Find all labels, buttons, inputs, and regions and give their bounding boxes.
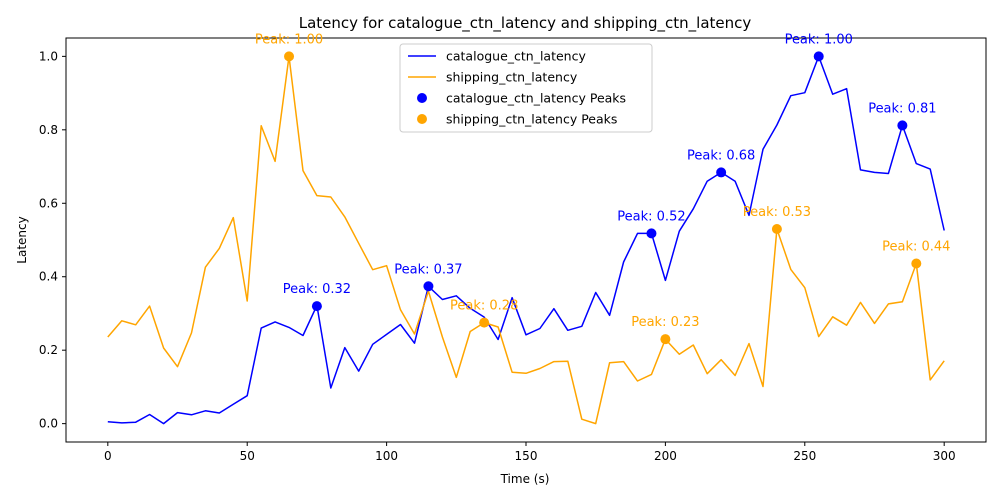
peak-label: Peak: 0.23: [631, 315, 699, 330]
peak-marker: [771, 223, 782, 234]
x-axis: 0 50 100 150 200 250 300: [104, 442, 956, 463]
peak-marker: [911, 258, 922, 269]
chart-title: Latency for catalogue_ctn_latency and sh…: [299, 14, 752, 33]
peak-marker: [897, 120, 908, 131]
peak-label: Peak: 0.53: [743, 205, 811, 220]
legend-entry-label: shipping_ctn_latency: [446, 70, 578, 85]
y-axis-label: Latency: [15, 216, 29, 263]
peak-label: Peak: 0.52: [617, 209, 685, 224]
peak-label: Peak: 0.44: [882, 240, 950, 255]
y-tick-label: 0.2: [39, 343, 58, 357]
x-tick-label: 300: [933, 449, 956, 463]
peak-marker: [423, 281, 434, 292]
peaks-layer: Peak: 0.32 Peak: 0.37 Peak: 0.52 Peak: 0.68…: [255, 32, 950, 345]
peak-marker: [479, 317, 490, 328]
peak-marker: [660, 334, 671, 345]
peak-label: Peak: 0.32: [283, 282, 351, 297]
y-tick-label: 0.6: [39, 196, 58, 210]
x-tick-label: 100: [375, 449, 398, 463]
peak-label: Peak: 0.81: [868, 101, 936, 116]
legend-entry-label: shipping_ctn_latency Peaks: [446, 112, 617, 127]
peak-label: Peak: 0.37: [394, 262, 462, 277]
x-axis-label: Time (s): [500, 472, 550, 486]
y-tick-label: 1.0: [39, 49, 58, 63]
legend-marker-swatch: [417, 93, 427, 103]
peak-label: Peak: 1.00: [255, 32, 323, 47]
peak-label: Peak: 0.68: [687, 148, 755, 163]
x-tick-label: 50: [240, 449, 255, 463]
x-tick-label: 150: [515, 449, 538, 463]
peak-label: Peak: 1.00: [785, 32, 853, 47]
y-tick-label: 0.4: [39, 270, 58, 284]
series-line-shipping-ctn-latency: [107, 55, 945, 425]
peak-label: Peak: 0.28: [450, 299, 518, 314]
peak-marker: [813, 51, 824, 62]
peak-marker: [646, 228, 657, 239]
series-line-catalogue-ctn-latency: [107, 55, 945, 425]
legend: catalogue_ctn_latency shipping_ctn_latenc…: [399, 43, 653, 133]
legend-entry-label: catalogue_ctn_latency Peaks: [446, 91, 626, 106]
peak-marker: [284, 51, 295, 62]
x-tick-label: 0: [104, 449, 112, 463]
peak-marker: [311, 301, 322, 312]
y-tick-label: 0.0: [39, 417, 58, 431]
peak-marker: [716, 167, 727, 178]
y-tick-label: 0.8: [39, 123, 58, 137]
legend-entry-label: catalogue_ctn_latency: [446, 49, 586, 64]
legend-box: [399, 43, 653, 133]
x-tick-label: 250: [793, 449, 816, 463]
series-layer: [107, 55, 945, 425]
x-tick-label: 200: [654, 449, 677, 463]
y-axis: 0.0 0.2 0.4 0.6 0.8 1.0: [39, 49, 66, 431]
legend-marker-swatch: [417, 114, 427, 124]
